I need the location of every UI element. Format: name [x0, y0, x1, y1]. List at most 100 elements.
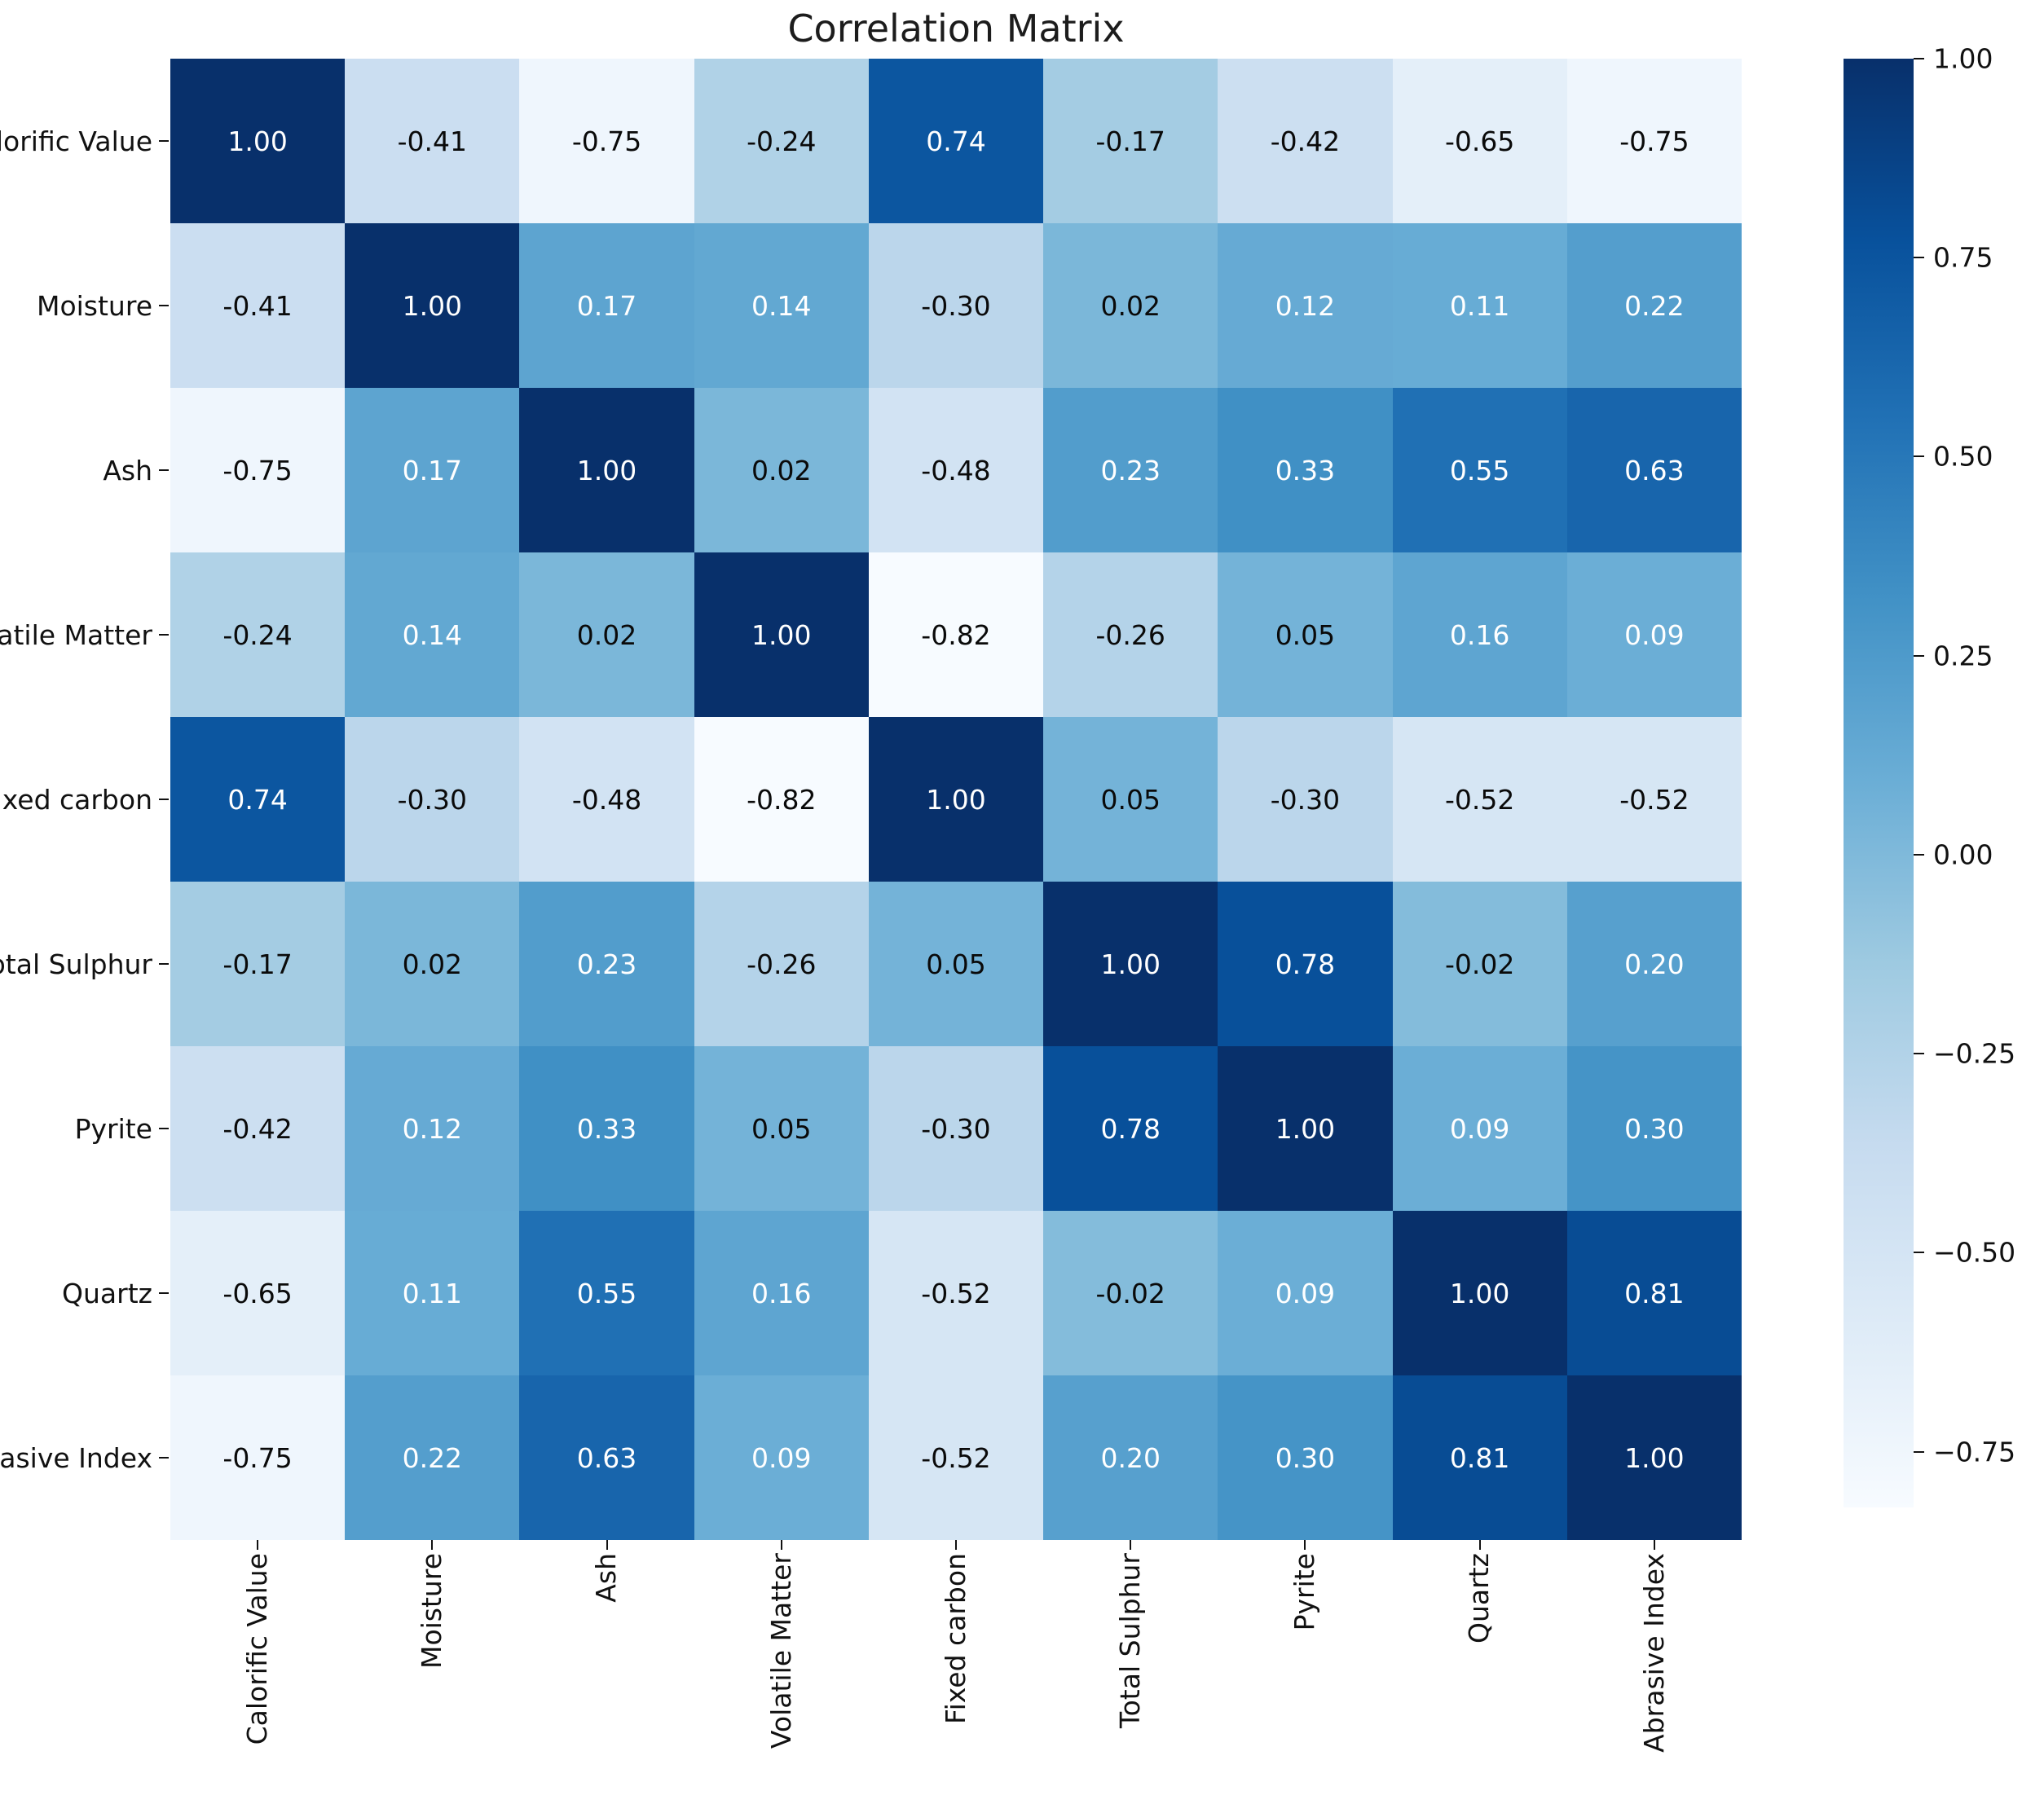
colorbar-tick-mark	[1914, 853, 1924, 856]
heatmap-cell: 0.74	[868, 59, 1044, 223]
x-tick-slot: Quartz	[1393, 1553, 1567, 1804]
heatmap-cell: 1.00	[1043, 882, 1218, 1046]
colorbar-tick-mark	[1914, 1450, 1924, 1453]
heatmap-cell: -0.42	[170, 1046, 346, 1211]
heatmap-cell: 0.63	[1566, 388, 1742, 552]
y-tick-label: Volatile Matter	[0, 618, 152, 651]
x-tick-mark	[1130, 1540, 1132, 1550]
y-tick-mark	[159, 634, 169, 636]
heatmap-cell: 0.55	[519, 1211, 694, 1375]
heatmap-cell: 1.00	[1218, 1046, 1393, 1211]
heatmap-cell: 0.12	[1218, 223, 1393, 388]
colorbar-tick-label: 0.75	[1933, 241, 1993, 274]
heatmap-cell: -0.75	[1566, 59, 1742, 223]
heatmap-cell: 0.02	[1043, 223, 1218, 388]
x-tick-label: Quartz	[1463, 1553, 1496, 1643]
heatmap-cell: -0.75	[170, 1375, 346, 1540]
x-tick-mark	[955, 1540, 957, 1550]
colorbar-tick-mark	[1914, 257, 1924, 259]
x-tick-slot: Moisture	[345, 1553, 519, 1804]
heatmap-cell: 0.81	[1392, 1375, 1567, 1540]
heatmap-cell: -0.17	[1043, 59, 1218, 223]
heatmap-cell: 0.78	[1218, 882, 1393, 1046]
y-tick-label: Ash	[103, 454, 152, 486]
heatmap-cell: 0.20	[1566, 882, 1742, 1046]
heatmap-cell: -0.48	[519, 717, 694, 882]
heatmap-cell: 1.00	[694, 552, 869, 717]
colorbar-tick-label: 0.50	[1933, 440, 1993, 473]
heatmap-cell: 0.05	[1218, 552, 1393, 717]
x-tick-mark	[1478, 1540, 1481, 1550]
heatmap-cell: -0.41	[170, 223, 346, 388]
x-tick-slot: Ash	[519, 1553, 694, 1804]
colorbar-tick-mark	[1914, 58, 1924, 59]
colorbar-tick-label: −0.50	[1933, 1236, 2016, 1269]
heatmap-cell: -0.82	[694, 717, 869, 882]
colorbar-tick-label: −0.75	[1933, 1436, 2016, 1468]
heatmap-cell: 0.09	[1392, 1046, 1567, 1211]
heatmap-cell: -0.41	[345, 59, 520, 223]
colorbar-tick-mark	[1914, 1053, 1924, 1055]
heatmap-cell: 0.16	[1392, 552, 1567, 717]
x-tick-slot: Pyrite	[1218, 1553, 1392, 1804]
colorbar-tick-label: 1.00	[1933, 42, 1993, 75]
heatmap-cell: 0.30	[1218, 1375, 1393, 1540]
heatmap-cell: 0.33	[519, 1046, 694, 1211]
heatmap-cell: -0.30	[345, 717, 520, 882]
x-tick-mark	[257, 1540, 259, 1550]
heatmap-cell: 1.00	[1566, 1375, 1742, 1540]
heatmap-cell: 0.14	[694, 223, 869, 388]
heatmap-cell: 0.11	[1392, 223, 1567, 388]
heatmap-cell: 0.02	[694, 388, 869, 552]
heatmap-cell: 0.12	[345, 1046, 520, 1211]
colorbar-tick-label: −0.25	[1933, 1037, 2016, 1070]
y-tick-label: Abrasive Index	[0, 1441, 152, 1474]
x-tick-label: Total Sulphur	[1114, 1553, 1147, 1728]
heatmap-cell: -0.42	[1218, 59, 1393, 223]
heatmap-cell: 0.17	[519, 223, 694, 388]
heatmap-cell: -0.48	[868, 388, 1044, 552]
heatmap-cell: -0.52	[868, 1211, 1044, 1375]
heatmap-cell: 0.05	[1043, 717, 1218, 882]
heatmap-cell: -0.82	[868, 552, 1044, 717]
heatmap-cell: -0.30	[1218, 717, 1393, 882]
heatmap-cell: 1.00	[345, 223, 520, 388]
y-tick-mark	[159, 963, 169, 965]
heatmap-cell: 0.17	[345, 388, 520, 552]
y-axis-labels: Calorific Value Moisture Ash Volatile Matte…	[0, 59, 152, 1540]
colorbar-tick-mark	[1914, 1252, 1924, 1254]
heatmap-cell: 0.30	[1566, 1046, 1742, 1211]
y-tick-label: Total Sulphur	[0, 948, 152, 980]
x-tick-mark	[606, 1540, 608, 1550]
heatmap-cell: -0.30	[868, 1046, 1044, 1211]
heatmap-cell: 0.74	[170, 717, 346, 882]
heatmap-cell: 0.81	[1566, 1211, 1742, 1375]
heatmap-cell: -0.02	[1392, 882, 1567, 1046]
y-tick-mark	[159, 469, 169, 471]
x-tick-label: Pyrite	[1289, 1553, 1321, 1631]
x-tick-label: Fixed carbon	[939, 1553, 971, 1724]
heatmap-cell: 1.00	[519, 388, 694, 552]
x-tick-label: Calorific Value	[240, 1553, 273, 1745]
x-tick-slot: Calorific Value	[170, 1553, 345, 1804]
x-tick-slot: Abrasive Index	[1567, 1553, 1742, 1804]
x-axis-labels: Calorific Value Moisture Ash Volatile Matte…	[170, 1553, 1742, 1804]
heatmap-cell: 0.05	[868, 882, 1044, 1046]
x-tick-slot: Fixed carbon	[869, 1553, 1043, 1804]
heatmap-cell: 0.02	[519, 552, 694, 717]
heatmap-cell: -0.26	[1043, 552, 1218, 717]
x-tick-label: Moisture	[416, 1553, 448, 1670]
heatmap-cell: -0.65	[170, 1211, 346, 1375]
colorbar-tick-mark	[1914, 455, 1924, 458]
heatmap-cell: 1.00	[170, 59, 346, 223]
x-tick-slot: Volatile Matter	[694, 1553, 869, 1804]
y-tick-label: Pyrite	[74, 1112, 152, 1145]
heatmap-cell: 0.09	[1566, 552, 1742, 717]
y-tick-label: Fixed carbon	[0, 783, 152, 816]
y-tick-label: Moisture	[36, 289, 152, 322]
heatmap-cell: 0.09	[1218, 1211, 1393, 1375]
heatmap-cell: 0.02	[345, 882, 520, 1046]
heatmap-cell: -0.02	[1043, 1211, 1218, 1375]
heatmap-cell: -0.26	[694, 882, 869, 1046]
